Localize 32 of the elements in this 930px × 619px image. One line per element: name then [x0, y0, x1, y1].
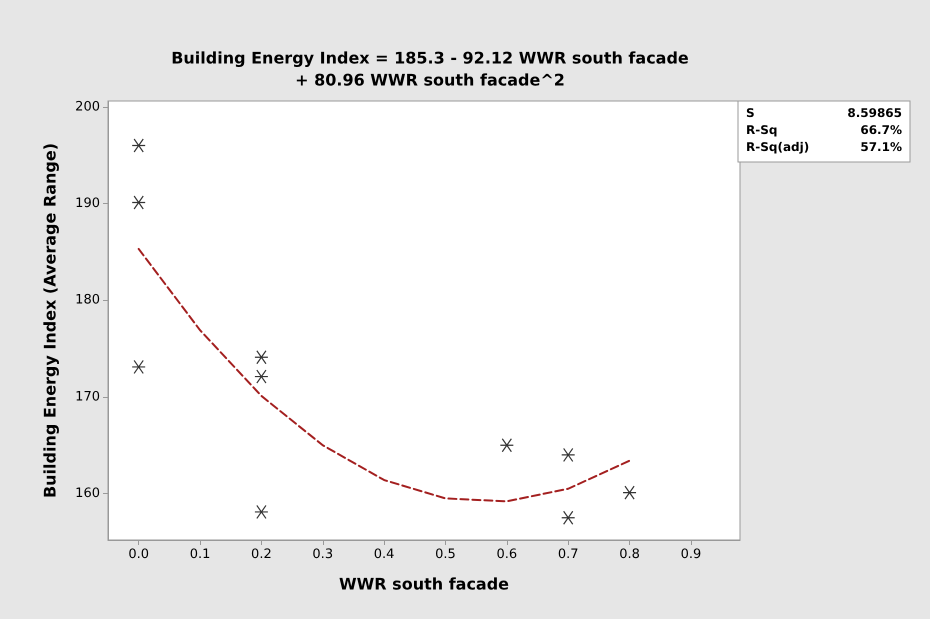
x-tick-label: 0.7 — [558, 547, 579, 562]
x-tick-label: 0.1 — [190, 547, 210, 562]
y-tick-label: 160 — [75, 486, 100, 502]
point — [132, 195, 146, 210]
point — [500, 438, 514, 452]
point — [561, 448, 576, 462]
point — [622, 486, 637, 500]
x-tick-label: 0.8 — [619, 547, 640, 562]
x-tick-label: 0.3 — [312, 547, 334, 562]
y-tick-label: 180 — [75, 292, 100, 308]
line-series — [138, 248, 631, 502]
y-axis-title: Building Energy Index (Average Range) — [40, 142, 60, 498]
point — [132, 138, 146, 153]
x-tick-label: 0.5 — [435, 547, 456, 562]
x-tick-label: 0.6 — [496, 547, 518, 562]
point — [254, 504, 268, 520]
text: R-Sq(adj) 57.1% — [746, 140, 902, 154]
text: S 8.59865 — [746, 106, 902, 120]
point — [561, 510, 576, 525]
y-tick-label: 200 — [75, 99, 100, 114]
x-tick-label: 0.0 — [128, 547, 150, 562]
x-tick-label: 0.2 — [251, 547, 272, 562]
x-tick-label: 0.4 — [374, 547, 394, 562]
chart-title: Building Energy Index = 185.3 - 92.12 WWR south facade + 80.96 WWR south facade^2 — [171, 48, 689, 90]
point — [254, 350, 268, 364]
y-tick-label: 170 — [75, 389, 100, 404]
point — [254, 369, 268, 384]
text: R-Sq 66.7% — [746, 123, 902, 137]
point — [132, 360, 146, 374]
y-tick-label: 190 — [75, 196, 100, 211]
x-tick-label: 0.9 — [680, 547, 702, 562]
x-axis-title: WWR south facade — [338, 574, 510, 594]
